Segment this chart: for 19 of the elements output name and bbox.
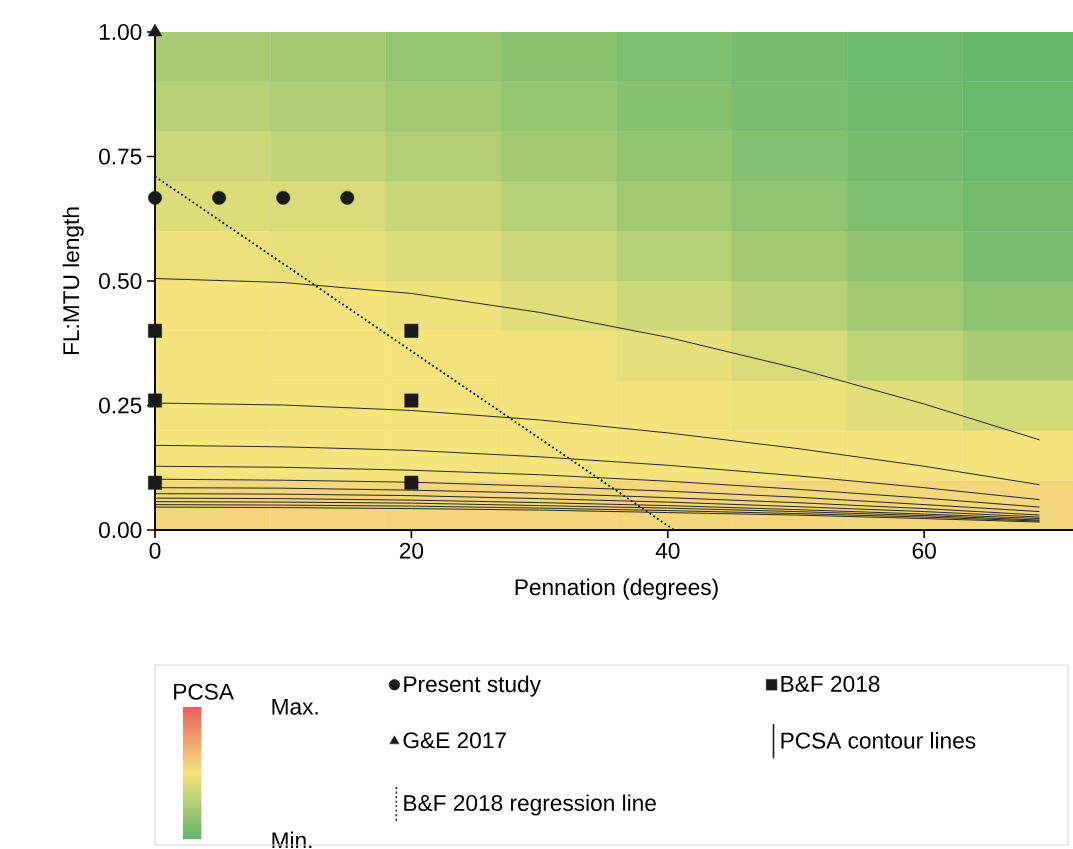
- legend-label: B&F 2018 regression line: [404, 794, 656, 816]
- legend-label: G&E 2017: [403, 732, 506, 749]
- x-tick-label: 60: [912, 542, 936, 559]
- y-axis-title: FL:MTU length: [62, 207, 84, 355]
- y-tick-label: 0.75: [99, 148, 142, 165]
- color-bar-label: Max.: [272, 698, 318, 715]
- y-tick-label: 1.00: [99, 23, 142, 41]
- y-tick-label: 0.50: [99, 272, 142, 290]
- legend-label: B&F 2018: [781, 675, 880, 692]
- x-axis-title: Pennation (degrees): [515, 578, 718, 600]
- x-tick-label: 40: [655, 542, 680, 559]
- y-tick-label: 0.25: [99, 397, 142, 414]
- x-tick-label: 0: [149, 542, 161, 559]
- y-tick-label: 0.00: [99, 521, 142, 539]
- legend-label: PCSA contour lines: [781, 731, 976, 749]
- color-bar-title: PCSA: [174, 683, 234, 700]
- color-bar-label: Min.: [272, 831, 312, 849]
- legend-label: Present study: [404, 675, 541, 697]
- x-tick-label: 20: [399, 542, 424, 559]
